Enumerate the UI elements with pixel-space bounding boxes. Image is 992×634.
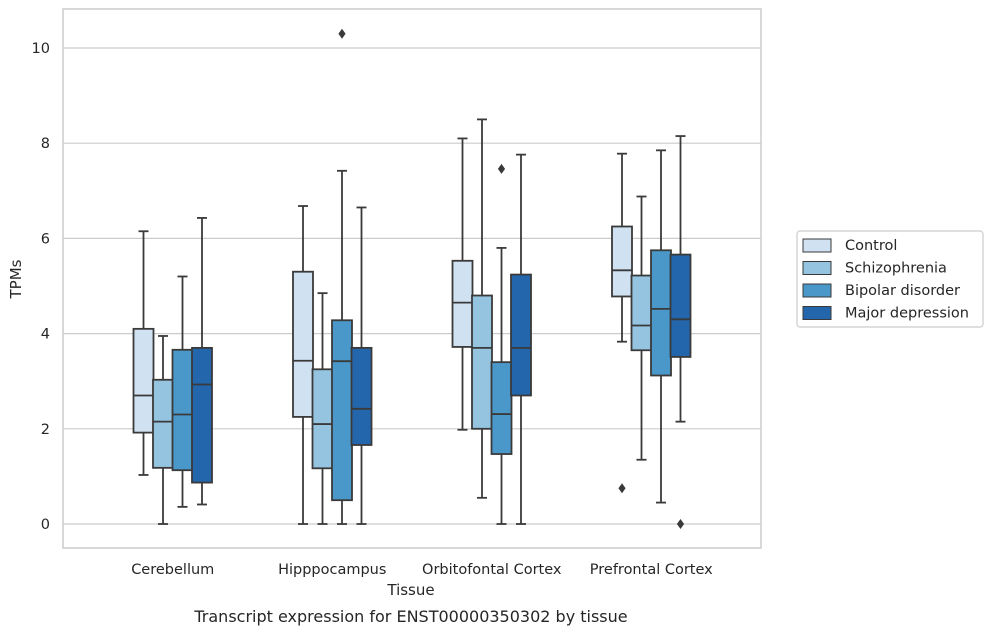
x-axis-title: Tissue: [386, 581, 434, 599]
box-iqr: [510, 273, 532, 397]
outlier-point: [618, 483, 626, 494]
box-control: [132, 230, 155, 476]
y-tick-label: 0: [41, 517, 50, 533]
tick-labels: 0 2 4 6 8 10 Cerebellum Hipppocampus Orbitofonta…: [32, 41, 714, 578]
box-major-depression: [191, 217, 213, 506]
y-tick-label: 6: [41, 231, 50, 247]
x-tick-label: Prefrontal Cortex: [590, 562, 713, 578]
box-iqr: [611, 225, 633, 298]
y-axis-title: TPMs: [7, 259, 25, 299]
legend-label: Bipolar disorder: [845, 283, 960, 299]
y-tick-label: 2: [41, 422, 50, 438]
box-iqr: [132, 327, 155, 434]
legend-swatch: [802, 238, 832, 253]
y-tick-label: 4: [41, 327, 50, 343]
box-iqr: [490, 361, 513, 455]
box-series: [132, 28, 692, 529]
x-tick-label: Orbitofontal Cortex: [422, 562, 562, 578]
y-tick-label: 8: [41, 136, 50, 152]
outlier-point: [676, 519, 685, 529]
box-major-depression: [350, 206, 373, 525]
x-tick-label: Hipppocampus: [278, 562, 386, 578]
box-iqr: [152, 378, 174, 469]
box-bipolar-disorder: [171, 275, 194, 508]
legend-swatch: [802, 261, 832, 275]
box-control: [611, 152, 633, 494]
box-iqr: [292, 270, 314, 418]
legend-swatch: [802, 283, 832, 298]
legend: Control Schizophrenia Bipolar disorder Majo…: [796, 230, 984, 328]
legend-item: Control: [802, 238, 897, 254]
box-schizophrenia: [311, 292, 334, 525]
legend-box: [796, 230, 984, 328]
box-major-depression: [510, 153, 532, 525]
box-iqr: [350, 346, 373, 446]
box-schizophrenia: [152, 335, 174, 525]
box-bipolar-disorder: [650, 149, 672, 504]
box-iqr: [471, 294, 493, 430]
legend-label: Major depression: [845, 306, 969, 322]
legend-item: Schizophrenia: [802, 261, 947, 277]
x-tick-label: Cerebellum: [131, 562, 214, 578]
legend-label: Control: [845, 238, 897, 254]
box-bipolar-disorder: [490, 163, 513, 525]
legend-label: Schizophrenia: [845, 261, 947, 277]
outlier-point: [338, 28, 346, 39]
chart-caption: Transcript expression for ENST0000035030…: [193, 607, 627, 626]
y-tick-label: 10: [32, 41, 50, 57]
box-iqr: [171, 348, 194, 472]
box-schizophrenia: [471, 118, 493, 499]
box-iqr: [630, 274, 653, 352]
box-iqr: [669, 253, 692, 358]
box-iqr: [331, 319, 353, 502]
box-major-depression: [669, 135, 692, 529]
outlier-point: [497, 163, 506, 174]
legend-item: Bipolar disorder: [802, 283, 960, 299]
box-control: [292, 205, 314, 525]
box-schizophrenia: [630, 195, 653, 461]
box-bipolar-disorder: [331, 28, 353, 525]
plot-frame: [62, 8, 762, 549]
box-iqr: [311, 368, 334, 470]
legend-item: Major depression: [802, 306, 969, 322]
legend-swatch: [802, 306, 832, 320]
box-iqr: [191, 346, 213, 484]
box-iqr: [451, 259, 474, 348]
box-control: [451, 137, 474, 431]
box-iqr: [650, 249, 672, 377]
